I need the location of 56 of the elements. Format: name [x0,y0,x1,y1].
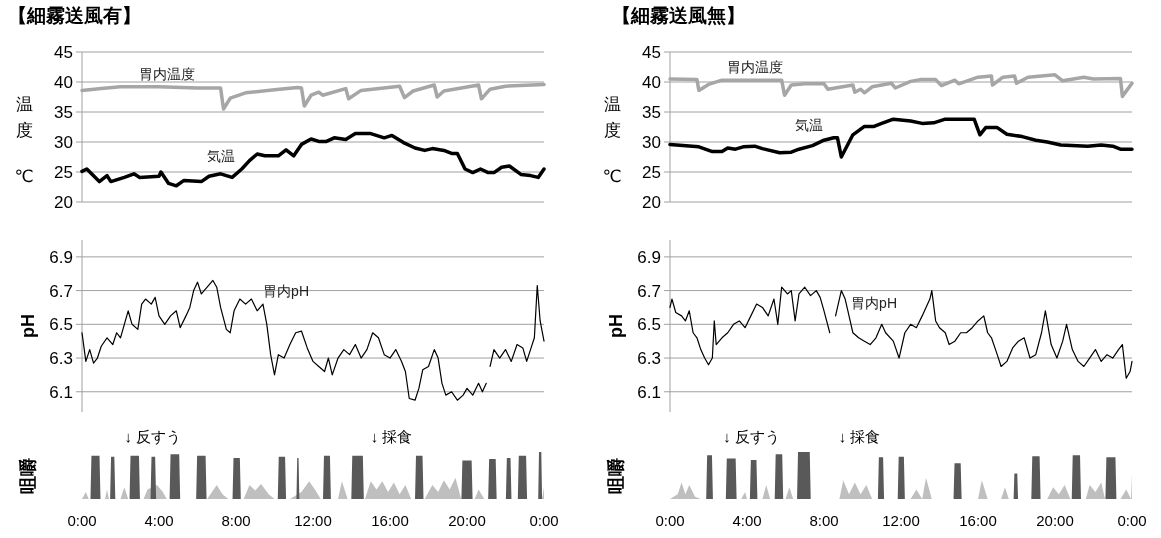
y-tick-label: 35 [54,102,73,122]
text: ↓ 反すう [723,428,780,445]
x-tick-label: 16:00 [371,512,409,529]
chart-title: 【細霧送風有】 [8,5,141,26]
y-tick-label: 20 [642,192,661,212]
y-tick-label: 35 [642,102,661,122]
text: 温度℃ [14,95,34,186]
y-tick-label: 30 [642,132,661,152]
y-axis-title: pH [18,314,39,338]
series-label: 胃内pH [263,283,309,300]
series-label: 気温 [794,116,823,133]
text: 温度℃ [602,95,622,186]
y-tick-label: 25 [642,162,661,182]
text: ↓ 反すう [124,428,182,445]
x-tick-label: 0:00 [529,512,559,529]
y-tick-label: 6.7 [637,281,661,301]
y-tick-label: 6.5 [637,315,661,335]
y-axis-title: 咀嚼 [606,457,627,494]
x-tick-label: 12:00 [294,512,332,529]
x-tick-label: 0:00 [67,512,97,529]
series-label: 胃内温度 [726,59,783,76]
text: ↓ 採食 [370,428,413,445]
y-tick-label: 25 [54,162,73,182]
y-tick-label: 6.1 [637,382,661,402]
y-tick-label: 30 [54,132,73,152]
y-tick-label: 45 [642,42,661,62]
y-tick-label: 6.5 [49,315,73,335]
x-tick-label: 4:00 [144,512,174,529]
chart-title: 【細霧送風無】 [612,5,745,26]
series-label: 気温 [206,148,235,164]
x-tick-label: 4:00 [732,512,762,529]
y-tick-label: 6.3 [49,348,73,368]
x-tick-label: 12:00 [882,512,920,529]
x-tick-label: 20:00 [448,512,486,529]
y-tick-label: 6.9 [49,247,73,267]
y-tick-label: 6.1 [49,382,73,402]
y-axis-title: 咀嚼 [18,457,39,494]
y-tick-label: 6.7 [49,281,73,301]
y-tick-label: 20 [54,192,73,212]
y-tick-label: 6.3 [637,348,661,368]
x-tick-label: 16:00 [959,512,997,529]
text: ↓ 採食 [838,428,881,445]
y-tick-label: 40 [642,72,661,92]
y-tick-label: 6.9 [637,247,661,267]
series-label: 胃内温度 [138,65,195,82]
y-tick-label: 40 [54,72,73,92]
x-tick-label: 0:00 [655,512,685,529]
line-series [668,117,1134,159]
line-series [80,131,546,188]
x-tick-label: 0:00 [1117,512,1147,529]
x-tick-label: 8:00 [809,512,839,529]
y-tick-label: 45 [54,42,73,62]
x-tick-label: 8:00 [221,512,251,529]
series-label: 胃内pH [851,294,897,311]
y-axis-title: pH [606,314,627,338]
x-tick-label: 20:00 [1036,512,1074,529]
